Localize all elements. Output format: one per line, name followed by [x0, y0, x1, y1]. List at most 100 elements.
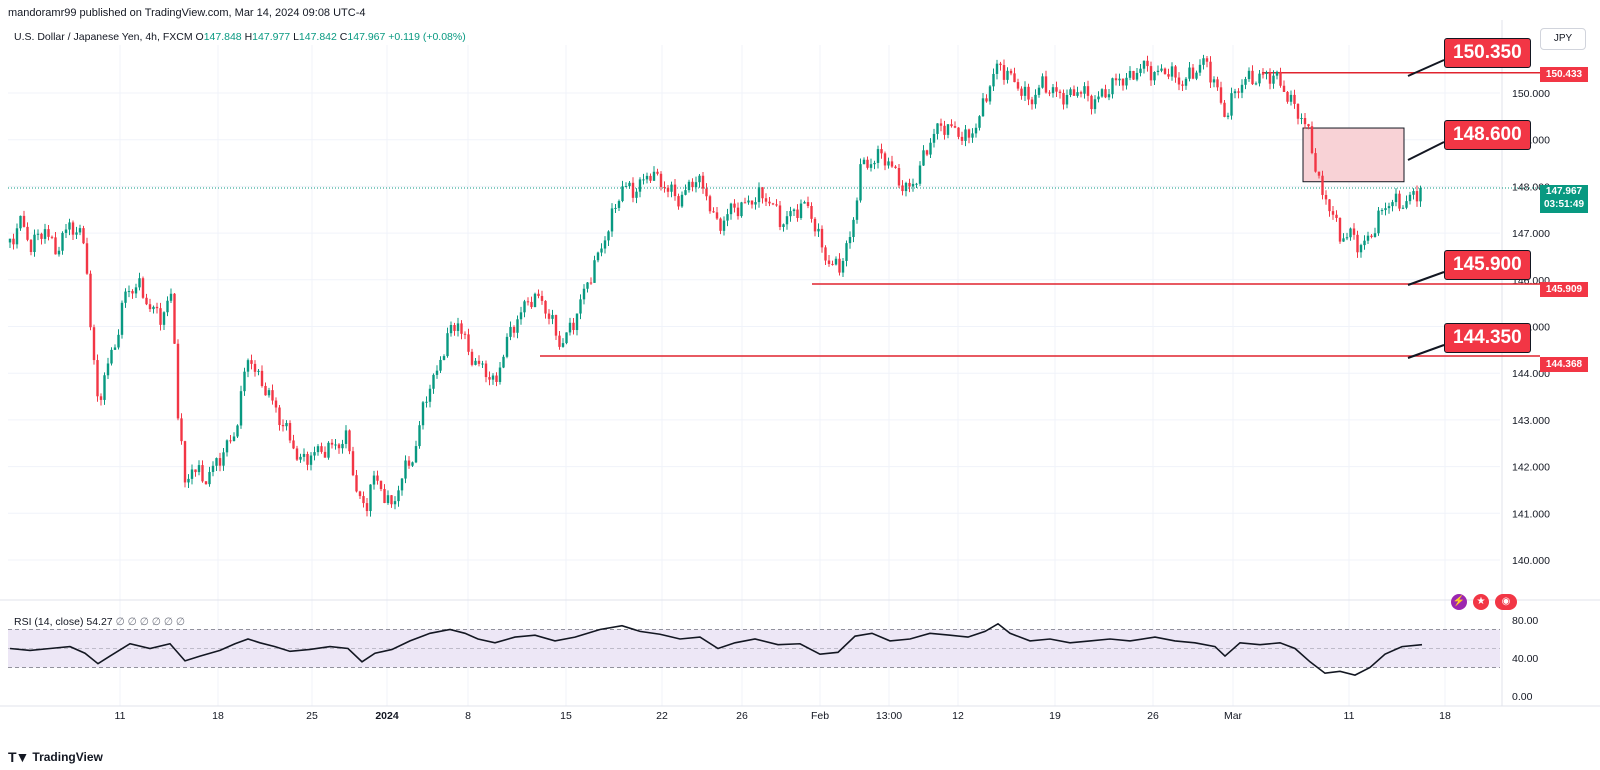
candle-body	[1401, 207, 1405, 209]
candle-body	[1321, 175, 1324, 195]
candle-body	[985, 98, 988, 102]
candle-body	[953, 126, 957, 128]
candle-body	[491, 375, 495, 380]
candle-body	[915, 183, 918, 185]
candle-body	[505, 336, 509, 357]
candle-body	[526, 301, 530, 303]
eye-icon[interactable]: ◉	[1495, 594, 1517, 610]
candle-body	[1405, 201, 1408, 208]
candle-body	[481, 363, 484, 365]
candle-body	[761, 187, 764, 199]
candle-body	[29, 239, 33, 253]
candle-body	[169, 293, 173, 301]
callout-pointer	[1407, 59, 1445, 77]
candle-body	[1219, 87, 1223, 103]
candle-body	[75, 232, 78, 235]
candle-body	[1195, 72, 1198, 79]
candle-body	[43, 229, 47, 239]
price-tick-label: 150.000	[1512, 88, 1550, 100]
close-label: C	[339, 31, 348, 43]
candle-body	[869, 164, 873, 168]
candle-body	[449, 325, 453, 334]
open-label: O	[195, 31, 204, 43]
candle-body	[1100, 89, 1104, 97]
candle-body	[453, 325, 456, 331]
candle-body	[1324, 194, 1328, 200]
candle-body	[1174, 66, 1177, 78]
candle-body	[1384, 208, 1387, 211]
candle-body	[820, 228, 824, 248]
candle-body	[1317, 171, 1321, 176]
candle-body	[1002, 65, 1006, 80]
candle-body	[628, 182, 631, 187]
candle-body	[1286, 91, 1289, 102]
currency-button[interactable]: JPY	[1540, 28, 1586, 50]
candle-body	[1128, 70, 1132, 78]
candle-body	[901, 185, 904, 192]
candle-body	[295, 448, 299, 460]
candle-body	[208, 471, 211, 485]
candle-body	[824, 247, 827, 261]
time-tick-label: 26	[1147, 710, 1159, 722]
candle-body	[1048, 92, 1051, 94]
candle-body	[57, 250, 61, 255]
candle-body	[593, 260, 596, 283]
candle-body	[649, 175, 652, 181]
tradingview-logo-icon[interactable]: T▼	[8, 749, 29, 765]
candle-body	[1135, 72, 1139, 80]
candle-body	[579, 299, 582, 314]
candle-body	[1079, 92, 1083, 94]
candle-body	[1188, 67, 1191, 79]
candle-body	[1289, 94, 1293, 102]
candle-body	[264, 385, 267, 396]
candle-body	[1058, 91, 1062, 93]
candle-body	[330, 442, 334, 445]
candle-body	[1209, 61, 1212, 83]
candle-body	[1191, 67, 1195, 79]
candle-body	[82, 228, 85, 244]
candle-body	[642, 179, 645, 181]
open-value: 147.848	[203, 31, 242, 43]
candle-body	[1391, 202, 1394, 207]
candle-body	[271, 390, 274, 401]
candle-body	[33, 234, 36, 253]
candle-body	[890, 161, 894, 167]
candle-body	[1412, 191, 1415, 195]
rsi-label: RSI (14, close)	[14, 616, 84, 628]
candle-body	[155, 306, 159, 309]
candle-body	[358, 491, 362, 497]
candle-body	[1310, 126, 1314, 154]
candle-body	[488, 377, 491, 380]
time-tick-label: Mar	[1224, 710, 1243, 722]
candle-body	[1020, 88, 1023, 96]
rsi-legend: RSI (14, close) 54.27 ∅ ∅ ∅ ∅ ∅ ∅	[14, 616, 185, 628]
time-tick-label: 8	[465, 710, 471, 722]
candle-body	[547, 313, 551, 319]
candle-body	[946, 124, 950, 135]
candle-body	[1272, 75, 1275, 84]
candle-body	[894, 166, 897, 169]
candle-body	[827, 260, 831, 264]
candle-body	[1104, 89, 1107, 98]
candle-body	[1349, 228, 1352, 238]
candle-body	[397, 490, 400, 502]
candle-body	[1356, 234, 1359, 253]
candle-body	[1160, 68, 1163, 71]
candle-body	[1090, 95, 1093, 110]
candle-body	[691, 181, 694, 188]
candle-body	[1093, 99, 1097, 110]
candle-body	[1006, 70, 1009, 80]
current-price-tag: 147.967 03:51:49	[1540, 185, 1588, 213]
candle-body	[1062, 92, 1065, 105]
high-label: H	[244, 31, 253, 43]
candle-body	[880, 149, 883, 154]
flag-icon[interactable]: ★	[1473, 594, 1489, 610]
candle-body	[1387, 206, 1391, 209]
candle-body	[1377, 210, 1380, 234]
candle-body	[194, 469, 197, 473]
candle-body	[323, 451, 327, 458]
lightning-icon[interactable]: ⚡	[1451, 594, 1467, 610]
candle-body	[1202, 58, 1205, 65]
price-tick-label: 147.000	[1512, 228, 1550, 240]
